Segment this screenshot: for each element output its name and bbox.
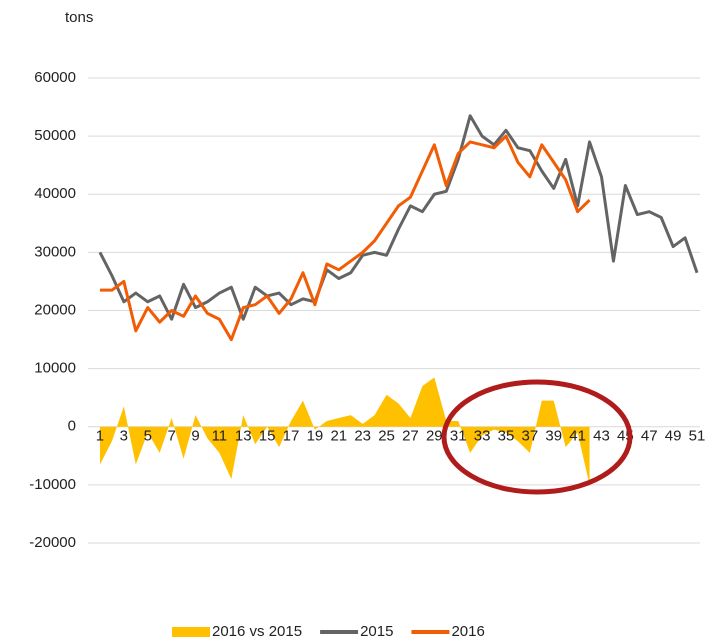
x-tick-label: 21 [330, 428, 347, 445]
x-tick-label: 31 [450, 428, 467, 445]
y-tick-label: -20000 [29, 534, 76, 551]
x-tick-label: 25 [378, 428, 395, 445]
x-tick-label: 1 [96, 428, 104, 445]
x-tick-label: 23 [354, 428, 371, 445]
y-tick-label: 60000 [34, 69, 76, 86]
x-tick-label: 37 [522, 428, 539, 445]
y-tick-label: 50000 [34, 127, 76, 144]
legend-label: 2016 vs 2015 [212, 623, 302, 640]
y-tick-label: 10000 [34, 360, 76, 377]
line [98, 114, 699, 321]
legend-label: 2015 [360, 623, 393, 640]
y-tick-label: 0 [68, 418, 76, 435]
legend: 2016 vs 2015 2015 2016 [172, 623, 485, 640]
x-tick-label: 35 [498, 428, 515, 445]
x-tick-label: 27 [402, 428, 419, 445]
x-tick-label: 7 [167, 428, 175, 445]
x-tick-label: 47 [641, 428, 658, 445]
y-tick-label: 40000 [34, 185, 76, 202]
x-tick-label: 51 [689, 428, 705, 445]
x-tick-label: 17 [283, 428, 300, 445]
x-tick-label: 11 [212, 428, 228, 445]
area [99, 377, 590, 485]
legend-swatch [172, 627, 210, 637]
x-tick-label: 41 [569, 428, 586, 445]
y-axis-unit: tons [65, 9, 93, 26]
x-tick-label: 9 [191, 428, 199, 445]
legend-label: 2016 [451, 623, 484, 640]
x-tick-label: 15 [259, 428, 276, 445]
x-tick-label: 13 [235, 428, 252, 445]
x-tick-label: 5 [144, 428, 152, 445]
x-tick-label: 19 [307, 428, 324, 445]
y-tick-label: 20000 [34, 301, 76, 318]
y-tick-label: -10000 [29, 476, 76, 493]
x-tick-label: 33 [474, 428, 491, 445]
y-tick-label: 30000 [34, 243, 76, 260]
x-tick-label: 3 [120, 428, 128, 445]
x-tick-label: 39 [545, 428, 562, 445]
line [99, 134, 591, 342]
x-tick-label: 49 [665, 428, 682, 445]
x-tick-label: 43 [593, 428, 610, 445]
highlight-ellipse [441, 379, 633, 495]
plot-area: -20000 -10000 0 10000 20000 30000 40000 50000 60… [29, 69, 705, 551]
x-tick-label: 29 [426, 428, 443, 445]
